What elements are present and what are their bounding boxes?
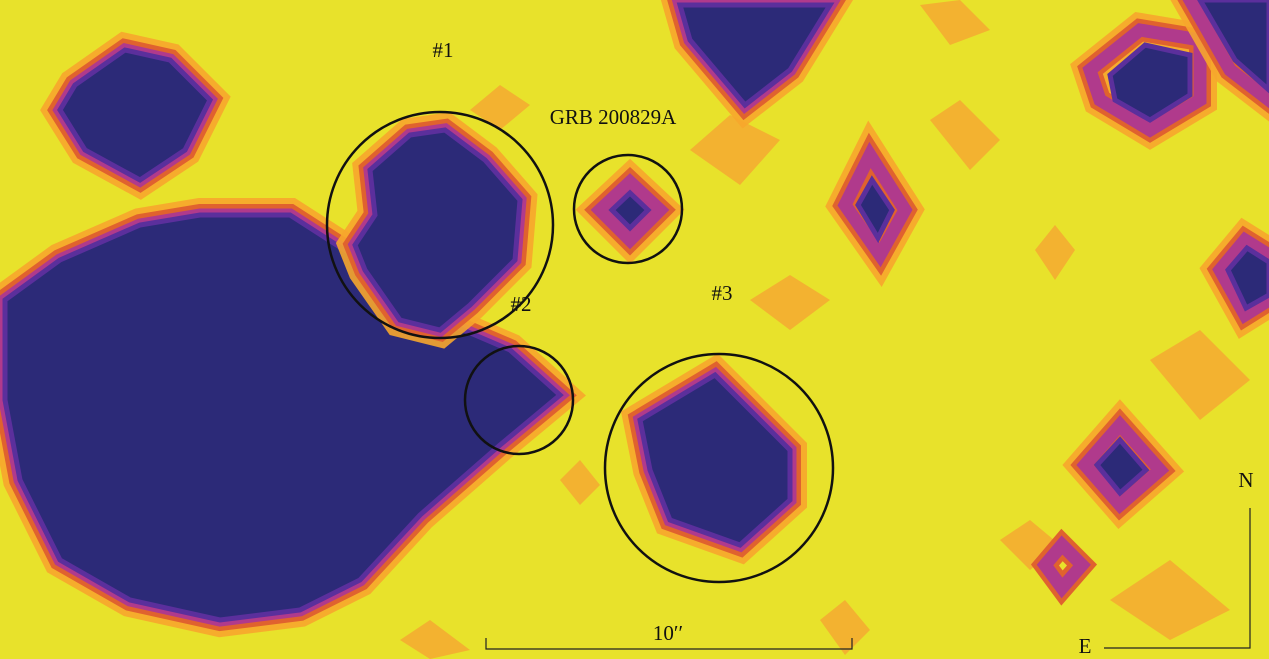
shape: [1062, 399, 1185, 529]
shape: [1170, 0, 1269, 122]
shape: [690, 115, 780, 185]
shape: [920, 0, 990, 45]
shape: [637, 371, 793, 548]
compass: [1104, 508, 1251, 649]
shape: [820, 600, 870, 655]
region-circle: [325, 110, 555, 340]
shape: [1076, 415, 1170, 515]
shape: [1182, 0, 1269, 109]
shape: [1070, 11, 1217, 150]
shape: [590, 173, 670, 250]
grb-circle: [572, 153, 684, 265]
shape: [855, 175, 895, 244]
shape: [1212, 231, 1269, 325]
shape: [608, 189, 652, 232]
shape: [352, 127, 523, 333]
shape: [1082, 23, 1207, 138]
shape: [400, 620, 470, 659]
scale-bar: [485, 638, 853, 650]
shape: [825, 120, 925, 288]
scale-label: 10′′: [653, 621, 683, 645]
shape: [1150, 330, 1250, 420]
shape: [1093, 436, 1150, 497]
shape: [1110, 560, 1230, 640]
shape: [1035, 225, 1075, 280]
shape: [750, 275, 830, 330]
compass-east: E: [1079, 634, 1092, 658]
region-circle: [603, 352, 835, 584]
shape: [1107, 42, 1193, 123]
shape: [470, 85, 530, 130]
shape: [660, 0, 854, 129]
shape: [335, 112, 538, 349]
shape: [837, 141, 913, 268]
shape: [1225, 244, 1269, 312]
shape: [40, 31, 231, 200]
shape: [620, 353, 807, 565]
shape: [575, 158, 685, 265]
sources: [0, 0, 1269, 638]
region-label: #1: [433, 38, 454, 62]
grb-label: GRB 200829A: [550, 105, 677, 129]
region-label: #2: [511, 292, 532, 316]
shape: [560, 460, 600, 505]
shape: [57, 47, 214, 183]
region-circle: [463, 344, 575, 456]
shape: [1030, 528, 1098, 606]
shape: [930, 100, 1000, 170]
compass-north: N: [1238, 468, 1253, 492]
region-label: #3: [712, 281, 733, 305]
shape: [676, 2, 835, 109]
speckles: [400, 0, 1250, 659]
shape: [1197, 0, 1269, 94]
shape: [1199, 217, 1269, 339]
shape: [1036, 535, 1091, 599]
